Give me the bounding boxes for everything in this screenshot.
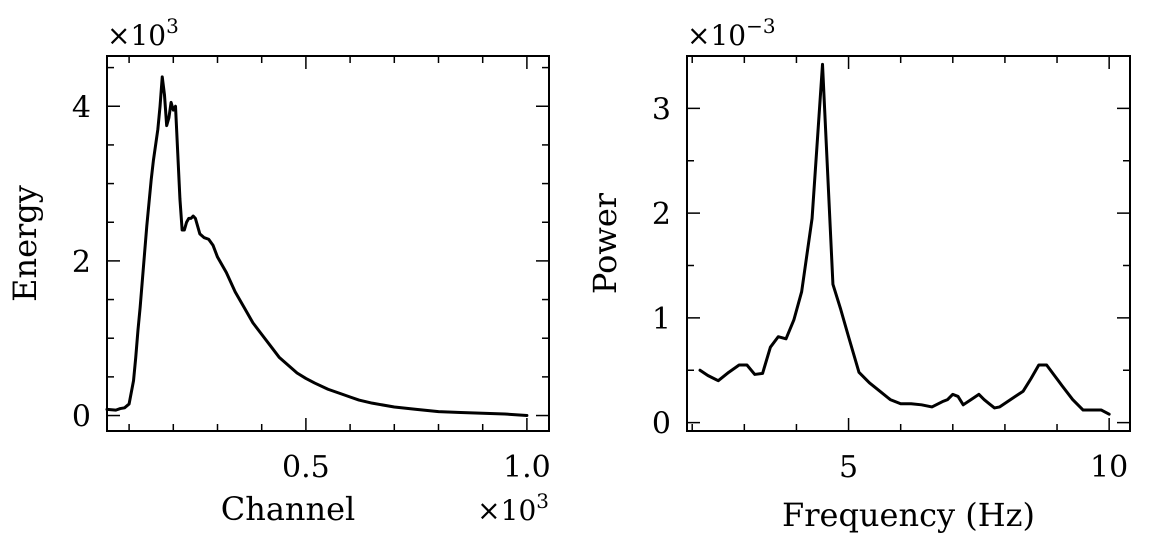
- power-x-tick-label: 5: [839, 450, 858, 485]
- power-y-tick-label: 1: [652, 302, 671, 337]
- power-chart: 5 10 0 1 2 3 Frequency (Hz) Power ×10−3: [586, 14, 1131, 534]
- energy-x-tick-label: 1.0: [503, 450, 551, 485]
- power-series-line: [698, 62, 1111, 416]
- energy-x-multiplier: ×103: [477, 489, 549, 527]
- energy-x-tick-label: 0.5: [282, 450, 330, 485]
- energy-y-multiplier-exponent: 3: [166, 14, 179, 38]
- energy-y-multiplier: ×103: [107, 14, 179, 52]
- energy-y-axis-label: Energy: [6, 185, 44, 302]
- energy-y-tick-label: 0: [72, 400, 91, 435]
- energy-x-multiplier-base: ×10: [477, 494, 536, 527]
- power-y-multiplier-exponent: −3: [746, 14, 775, 38]
- energy-y-tick-label: 4: [72, 90, 91, 125]
- power-y-axis-label: Power: [586, 192, 624, 294]
- power-plot-frame: [686, 55, 1131, 432]
- power-y-tick-label: 3: [652, 92, 671, 127]
- power-x-axis-label: Frequency (Hz): [782, 496, 1035, 534]
- power-y-multiplier-base: ×10: [687, 19, 746, 52]
- energy-y-multiplier-base: ×10: [107, 19, 166, 52]
- power-y-tick-label: 2: [652, 197, 671, 232]
- power-y-tick-label: 0: [652, 407, 671, 442]
- power-x-tick-label: 10: [1090, 450, 1128, 485]
- energy-y-tick-label: 2: [72, 245, 91, 280]
- energy-x-multiplier-exponent: 3: [536, 489, 549, 513]
- power-y-multiplier: ×10−3: [687, 14, 776, 52]
- energy-series-line: [105, 75, 529, 418]
- energy-x-axis-label: Channel: [221, 490, 356, 528]
- energy-plot-frame: [106, 55, 550, 432]
